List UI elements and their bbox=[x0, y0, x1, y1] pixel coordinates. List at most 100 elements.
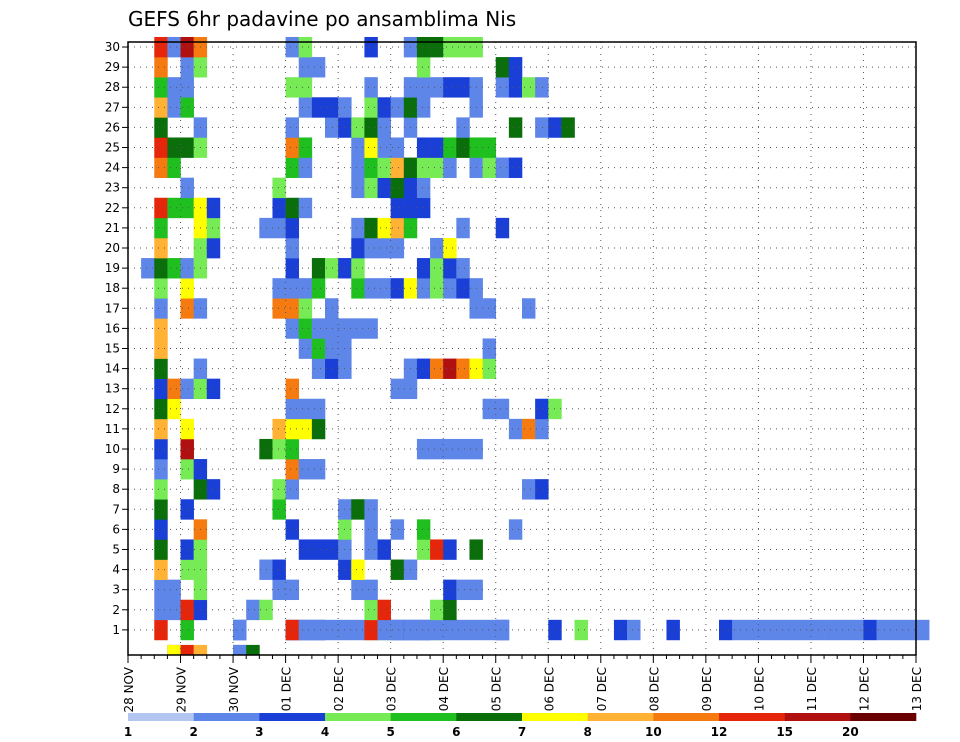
colorbar-swatch bbox=[390, 713, 457, 721]
heatmap-cell bbox=[154, 117, 168, 138]
colorbar-swatch bbox=[259, 713, 326, 721]
x-tick-label: 05 DEC bbox=[490, 667, 504, 711]
x-tick-label: 04 DEC bbox=[437, 667, 451, 711]
heatmap-cell bbox=[272, 559, 286, 580]
heatmap-cell bbox=[443, 599, 457, 621]
colorbar-label: 15 bbox=[776, 725, 793, 739]
y-tick-label: 29 bbox=[105, 60, 120, 74]
colorbar-swatch bbox=[653, 713, 720, 721]
heatmap-cell bbox=[154, 278, 168, 299]
heatmap-cell bbox=[456, 217, 470, 239]
heatmap-cell bbox=[416, 438, 431, 460]
heatmap-cell bbox=[298, 619, 313, 641]
heatmap-cell bbox=[272, 298, 286, 319]
heatmap-cell bbox=[285, 398, 300, 420]
heatmap-cell bbox=[167, 197, 181, 219]
heatmap-cell bbox=[285, 137, 300, 158]
heatmap-cell bbox=[364, 519, 378, 540]
heatmap-cell bbox=[430, 539, 444, 560]
heatmap-cell bbox=[246, 599, 260, 621]
heatmap-cell bbox=[390, 237, 405, 259]
colorbar bbox=[128, 713, 917, 721]
heatmap-cell bbox=[351, 559, 365, 580]
heatmap-cell bbox=[430, 77, 444, 98]
heatmap-cell bbox=[285, 459, 300, 480]
heatmap-cell bbox=[377, 217, 391, 239]
heatmap-cell bbox=[154, 237, 168, 259]
heatmap-cell bbox=[154, 338, 168, 359]
heatmap-cell bbox=[180, 57, 194, 78]
heatmap-cell bbox=[351, 258, 365, 279]
heatmap-cell bbox=[351, 117, 365, 138]
heatmap-cell bbox=[154, 378, 168, 400]
heatmap-cell bbox=[311, 358, 326, 379]
heatmap-cell bbox=[390, 197, 405, 219]
heatmap-cell bbox=[876, 619, 891, 641]
x-tick-label: 11 DEC bbox=[805, 667, 819, 711]
colorbar-swatch bbox=[522, 713, 588, 721]
heatmap-cell bbox=[311, 318, 326, 339]
y-tick-label: 20 bbox=[105, 241, 120, 255]
heatmap-cell bbox=[416, 358, 431, 379]
heatmap-cell bbox=[180, 97, 194, 118]
heatmap-cell bbox=[180, 177, 194, 199]
heatmap-cell bbox=[377, 137, 391, 158]
heatmap-cell bbox=[443, 157, 457, 178]
heatmap-cell bbox=[180, 559, 194, 580]
y-tick-label: 27 bbox=[105, 100, 120, 114]
heatmap-cells bbox=[141, 36, 930, 656]
colorbar-swatch bbox=[784, 713, 851, 721]
y-tick-label: 21 bbox=[105, 221, 120, 235]
heatmap-cell bbox=[482, 157, 497, 178]
heatmap-cell bbox=[443, 278, 457, 299]
x-tick-label: 10 DEC bbox=[752, 667, 766, 711]
heatmap-cell bbox=[430, 278, 444, 299]
heatmap-cell bbox=[863, 619, 877, 641]
heatmap-cell bbox=[285, 438, 300, 460]
heatmap-cell bbox=[285, 77, 300, 98]
colorbar-swatch bbox=[456, 713, 523, 721]
y-tick-label: 14 bbox=[105, 362, 120, 376]
heatmap-cell bbox=[364, 237, 378, 259]
heatmap-cell bbox=[272, 418, 286, 440]
y-tick-label: 11 bbox=[105, 422, 120, 436]
heatmap-cell bbox=[430, 157, 444, 178]
heatmap-cell bbox=[154, 398, 168, 420]
heatmap-cell bbox=[508, 117, 523, 138]
heatmap-cell bbox=[298, 197, 313, 219]
heatmap-cell bbox=[364, 137, 378, 158]
heatmap-cell bbox=[837, 619, 851, 641]
y-tick-label: 28 bbox=[105, 80, 120, 94]
heatmap-cell bbox=[364, 499, 378, 520]
heatmap-cell bbox=[390, 137, 405, 158]
heatmap-cell bbox=[351, 137, 365, 158]
heatmap-cell bbox=[272, 217, 286, 239]
heatmap-cell bbox=[456, 579, 470, 601]
heatmap-cell bbox=[180, 77, 194, 98]
heatmap-cell bbox=[311, 338, 326, 359]
heatmap-cell bbox=[285, 619, 300, 641]
heatmap-cell bbox=[311, 258, 326, 279]
colorbar-label: 5 bbox=[386, 725, 394, 739]
heatmap-cell bbox=[495, 157, 510, 178]
heatmap-cell bbox=[298, 298, 313, 319]
heatmap-cell bbox=[390, 619, 405, 641]
heatmap-cell bbox=[482, 338, 497, 359]
heatmap-cell bbox=[443, 137, 457, 158]
heatmap-cell bbox=[390, 278, 405, 299]
heatmap-cell bbox=[180, 499, 194, 520]
heatmap-cell bbox=[154, 157, 168, 178]
colorbar-label: 12 bbox=[711, 725, 728, 739]
y-tick-label: 8 bbox=[112, 482, 120, 496]
heatmap-cell bbox=[390, 519, 405, 540]
chart-title: GEFS 6hr padavine po ansamblima Nis bbox=[128, 7, 516, 31]
heatmap-cell bbox=[311, 97, 326, 118]
heatmap-cell bbox=[666, 619, 680, 641]
heatmap-cell bbox=[285, 579, 300, 601]
heatmap-cell bbox=[351, 278, 365, 299]
heatmap-cell bbox=[154, 197, 168, 219]
y-tick-label: 2 bbox=[112, 603, 120, 617]
y-tick-label: 6 bbox=[112, 522, 120, 536]
x-tick-label: 30 NOV bbox=[227, 666, 241, 712]
heatmap-cell bbox=[364, 97, 378, 118]
